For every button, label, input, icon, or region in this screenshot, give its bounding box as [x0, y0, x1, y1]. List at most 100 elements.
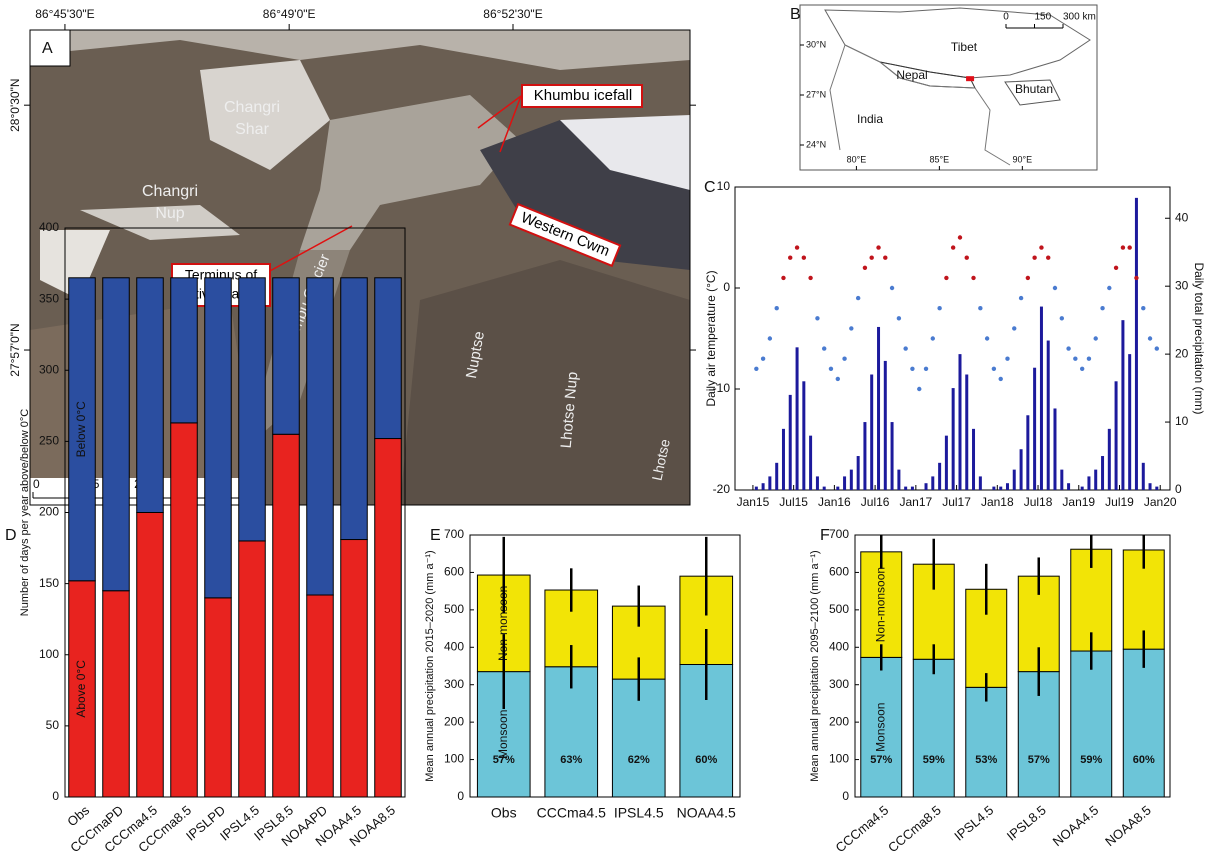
- precip-bar: [1040, 307, 1043, 490]
- temp-point: [802, 256, 806, 260]
- temp-point: [965, 256, 969, 260]
- bar-segment: [273, 434, 300, 797]
- bar-segment: [103, 278, 130, 591]
- precip-bar: [945, 436, 948, 490]
- temp-point: [1121, 245, 1125, 249]
- y-tick-label: 350: [39, 291, 59, 305]
- y-tick-label: 400: [829, 639, 849, 653]
- region-label: Nepal: [896, 68, 927, 82]
- y-tick-label: 24°N: [806, 139, 826, 149]
- y-tick-label: 0: [52, 789, 59, 803]
- y2-tick-label: 30: [1175, 278, 1189, 292]
- scale-label: 0: [33, 477, 40, 491]
- y-tick-label: 150: [39, 576, 59, 590]
- precip-bar: [1026, 415, 1029, 490]
- precip-bar: [1155, 487, 1158, 490]
- temp-point: [876, 245, 880, 249]
- segment-label: Monsoon: [873, 703, 887, 752]
- temp-point: [890, 286, 894, 290]
- temp-point: [1127, 245, 1131, 249]
- temp-point: [992, 367, 996, 371]
- bar-segment: [307, 278, 334, 595]
- y-tick-label: 300: [829, 677, 849, 691]
- precip-bar: [1006, 483, 1009, 490]
- x-tick-label: CCCma8.5: [885, 802, 944, 851]
- precip-bar: [999, 487, 1002, 490]
- temp-point: [897, 316, 901, 320]
- temp-point: [849, 326, 853, 330]
- precip-bar: [789, 395, 792, 490]
- bar-segment: [171, 423, 198, 797]
- temp-point: [822, 346, 826, 350]
- precip-bar: [850, 470, 853, 490]
- precip-bar: [870, 375, 873, 490]
- precip-bar: [1115, 381, 1118, 490]
- precip-bar: [1081, 487, 1084, 490]
- y-tick-label: 10: [717, 179, 731, 193]
- temp-point: [842, 357, 846, 361]
- y-tick-label: 0: [723, 280, 730, 294]
- bar-segment: [137, 513, 164, 798]
- temp-point: [761, 357, 765, 361]
- bar-segment: [375, 278, 402, 439]
- x-tick-label: NOAA4.5: [677, 805, 736, 821]
- y2-tick-label: 10: [1175, 414, 1189, 428]
- bar-segment: [205, 278, 232, 598]
- temp-point: [1100, 306, 1104, 310]
- precip-bar: [1087, 476, 1090, 490]
- temp-point: [815, 316, 819, 320]
- y-tick-label: 28°0'30"N: [8, 78, 22, 131]
- segment-label: Above 0°C: [74, 660, 88, 718]
- precip-bar: [863, 422, 866, 490]
- bar-segment: [205, 598, 232, 797]
- y-tick-label: 27°57'0"N: [8, 323, 22, 376]
- precip-bar: [816, 476, 819, 490]
- temp-point: [1080, 367, 1084, 371]
- temp-point: [788, 256, 792, 260]
- precip-bar: [1101, 456, 1104, 490]
- x-tick-label: Jul15: [779, 495, 808, 509]
- y-tick-label: 700: [444, 527, 464, 541]
- x-tick-label: 86°52'30"E: [483, 7, 542, 21]
- panel-label: B: [790, 6, 801, 23]
- y-tick-label: 300: [444, 677, 464, 691]
- share-label: 57%: [870, 754, 892, 766]
- temp-point: [1114, 266, 1118, 270]
- segment-label: Below 0°C: [74, 401, 88, 457]
- segment-label: Monsoon: [496, 710, 510, 759]
- precip-bar: [1135, 198, 1138, 490]
- temp-point: [1134, 276, 1138, 280]
- panel-label: C: [704, 179, 716, 196]
- y-axis-label: Daily air temperature (°C): [704, 270, 718, 406]
- precip-bar: [1121, 320, 1124, 490]
- precip-bar: [1128, 354, 1131, 490]
- temp-point: [944, 276, 948, 280]
- temp-point: [1039, 245, 1043, 249]
- scale-label: 0: [1003, 12, 1009, 23]
- x-tick-label: IPSL4.5: [614, 805, 664, 821]
- region-label: Bhutan: [1015, 82, 1053, 96]
- x-tick-label: IPSL4.5: [951, 802, 996, 843]
- x-tick-label: CCCma4.5: [537, 805, 606, 821]
- y2-tick-label: 20: [1175, 346, 1189, 360]
- precip-bar: [925, 483, 928, 490]
- panel-label: D: [5, 527, 17, 544]
- x-tick-label: Jan17: [899, 495, 932, 509]
- x-tick-label: Obs: [491, 805, 517, 821]
- temp-point: [999, 377, 1003, 381]
- precip-bar: [958, 354, 961, 490]
- precip-bar: [938, 463, 941, 490]
- temp-point: [1073, 357, 1077, 361]
- bar-segment: [239, 541, 266, 797]
- region-label: India: [857, 112, 883, 126]
- y-tick-label: 100: [39, 647, 59, 661]
- precip-bar: [755, 487, 758, 490]
- y-tick-label: 100: [444, 752, 464, 766]
- temp-point: [1141, 306, 1145, 310]
- bar-segment: [375, 439, 402, 797]
- temp-point: [1012, 326, 1016, 330]
- panel-label: A: [42, 40, 53, 57]
- share-label: 53%: [975, 754, 997, 766]
- precip-bar: [1094, 470, 1097, 490]
- precip-bar: [1047, 341, 1050, 490]
